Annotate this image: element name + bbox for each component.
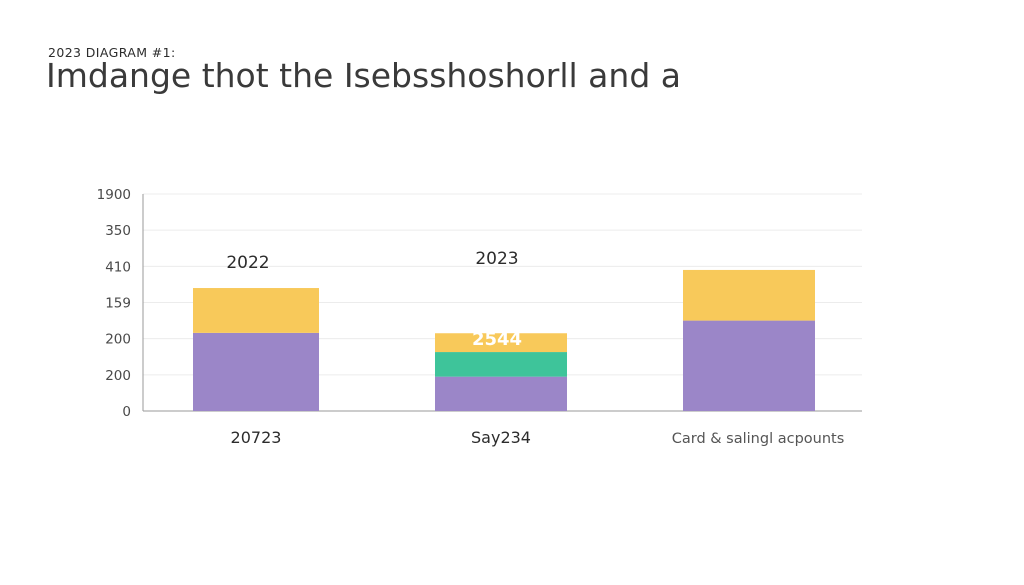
y-tick-label: 200 <box>105 332 131 348</box>
bar-segment-green <box>435 352 567 377</box>
y-tick-label: 0 <box>122 404 131 420</box>
x-category-label: Card & salingl acpounts <box>672 431 845 447</box>
y-tick-label: 350 <box>105 223 131 239</box>
x-category-label: 20723 <box>231 428 282 447</box>
y-tick-label: 200 <box>105 368 131 384</box>
bars-layer <box>193 269 815 411</box>
bar-annotation: 2023 <box>475 249 518 269</box>
bar-segment-purple <box>435 376 567 411</box>
bar-segment-yellow <box>683 269 815 321</box>
chart-title: Imdange thot the Isebsshoshorll and a <box>46 56 681 95</box>
bar-segment-yellow <box>435 333 567 353</box>
bar-annotation: 2022 <box>226 253 269 273</box>
y-tick-label: 410 <box>105 259 131 275</box>
x-category-label: Say234 <box>471 428 531 447</box>
chart-kicker: 2023 DIAGRAM #1: <box>48 45 176 60</box>
bar-segment-purple <box>193 332 319 411</box>
y-tick-label: 159 <box>105 296 131 312</box>
labels-layer: 1900 350 410 159 200 200 0 20723 Say234 Card & sa… <box>97 187 845 447</box>
y-tick-label: 1900 <box>97 187 131 203</box>
bar-annotation: 2544 <box>472 329 522 350</box>
bar-segment-purple <box>683 320 815 411</box>
bar-segment-yellow <box>193 288 319 333</box>
